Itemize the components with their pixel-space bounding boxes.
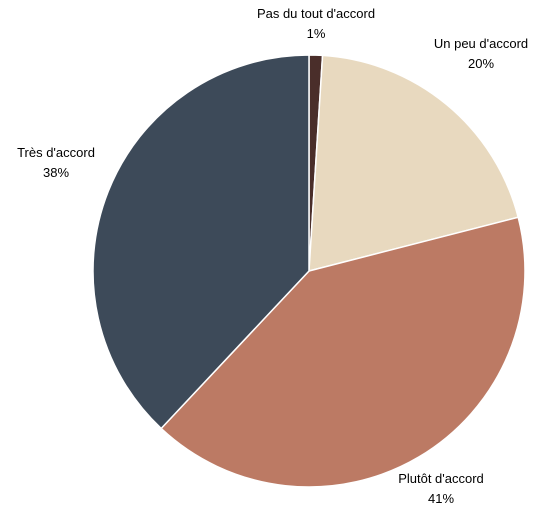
slice-label-pas-du-tout-d-accord: Pas du tout d'accord: [257, 6, 375, 21]
slice-value-pas-du-tout-d-accord: 1%: [307, 26, 326, 41]
slice-value-tres-d-accord: 38%: [43, 165, 69, 180]
pie-slice-tres-d-accord: [92, 54, 310, 430]
slice-label-plutot-d-accord: Plutôt d'accord: [398, 471, 484, 486]
slice-label-un-peu-d-accord: Un peu d'accord: [434, 36, 528, 51]
slice-value-un-peu-d-accord: 20%: [468, 56, 494, 71]
pie-slice-un-peu-d-accord: [308, 54, 519, 272]
slice-value-plutot-d-accord: 41%: [428, 491, 454, 506]
pie-slices: [92, 54, 526, 488]
pie-slice-plutot-d-accord: [160, 216, 526, 488]
slice-label-tres-d-accord: Très d'accord: [17, 145, 95, 160]
pie-labels: Pas du tout d'accord 1% Un peu d'accord 20%…: [17, 6, 528, 506]
